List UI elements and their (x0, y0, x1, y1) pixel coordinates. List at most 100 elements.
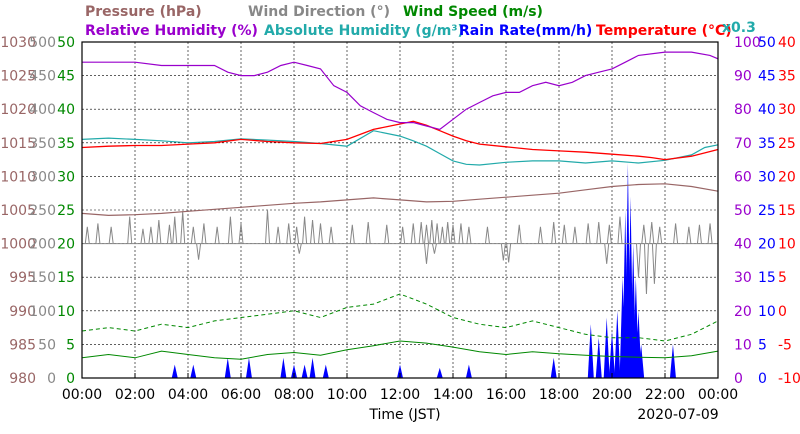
wind-direction-dip (500, 243, 506, 261)
date-label: 2020-07-09 (637, 407, 718, 423)
y-tick-rh: 10 (734, 337, 752, 353)
y-tick-rain: 30 (758, 169, 776, 185)
x-tick-label: 16:00 (486, 387, 526, 403)
rain-peak (280, 357, 287, 378)
wind-direction-spike (696, 224, 702, 244)
x-tick-label: 00:00 (698, 387, 738, 403)
y-tick-pressure: 1000 (0, 237, 36, 253)
legend-rain: Rain Rate(mm/h) (459, 23, 592, 39)
rain-peak (190, 364, 197, 378)
y-tick-temp: 20 (778, 169, 796, 185)
y-tick-temp: 15 (778, 203, 796, 219)
wind-direction-spike (302, 216, 308, 244)
y-tick-wind_dir: 450 (29, 69, 56, 85)
y-tick-pressure: 1030 (0, 35, 36, 51)
y-tick-wind_dir: 350 (29, 136, 56, 152)
x-tick-label: 06:00 (221, 387, 261, 403)
wind-direction-spike (707, 223, 713, 244)
y-tick-pressure: 1020 (0, 102, 36, 118)
wind-direction-spike (384, 224, 390, 244)
y-tick-wind_speed: 50 (57, 35, 75, 51)
wind-direction-spike (596, 222, 602, 244)
y-tick-rain: 35 (758, 136, 776, 152)
y-tick-wind_dir: 200 (29, 237, 56, 253)
rain-peak (171, 364, 178, 378)
wind-direction-spike (641, 224, 647, 244)
rain-peak (669, 344, 676, 378)
y-tick-pressure: 1005 (0, 203, 36, 219)
rain-peak (614, 310, 621, 378)
wind-direction-spike (551, 222, 557, 244)
y-tick-temp: 5 (778, 270, 787, 286)
wind-direction-spike (649, 222, 655, 244)
y-tick-pressure: 1015 (0, 136, 36, 152)
wind-direction-spike (673, 223, 679, 244)
wind-direction-spike (127, 216, 133, 244)
wind-direction-spike (275, 226, 281, 244)
wind-direction-spike (156, 220, 162, 244)
wind-direction-dip (636, 243, 641, 278)
x-tick-label: 18:00 (539, 387, 579, 403)
y-tick-pressure: 1010 (0, 169, 36, 185)
wind-direction-spike (294, 226, 300, 244)
wind-direction-spike (190, 226, 196, 244)
y-tick-rain: 15 (758, 270, 776, 286)
wind-direction-spike (172, 216, 178, 244)
y-tick-wind_speed: 25 (57, 203, 75, 219)
wind-direction-spike (140, 228, 146, 244)
y-tick-rain: 20 (758, 237, 776, 253)
wind-direction-spike (516, 224, 522, 244)
y-tick-temp: -5 (778, 337, 792, 353)
wind-direction-dip (431, 243, 437, 254)
wind-direction-spike (429, 220, 435, 244)
wind-direction-spike (458, 223, 464, 244)
x-tick-label: 00:00 (62, 387, 102, 403)
x-tick-label: 10:00 (327, 387, 367, 403)
y-tick-rain: 10 (758, 304, 776, 320)
wind-direction-spike (450, 224, 456, 244)
y-tick-rain: 40 (758, 102, 776, 118)
rain-peak (587, 324, 594, 378)
wind-direction-spike (238, 223, 244, 244)
rain-peak (595, 337, 602, 378)
x-tick-label: 12:00 (380, 387, 420, 403)
y-tick-rh: 40 (734, 237, 752, 253)
wind-direction-spike (265, 209, 270, 244)
y-tick-pressure: 1025 (0, 69, 36, 85)
legend-ah: Absolute Humidity (g/m³) (264, 23, 464, 39)
y-tick-rain: 25 (758, 203, 776, 219)
y-tick-rh: 70 (734, 136, 752, 152)
wind-direction-dip (296, 243, 302, 254)
wind-direction-spike (108, 226, 114, 244)
y-tick-temp: 0 (778, 304, 787, 320)
absolute-humidity-line (81, 130, 719, 166)
y-axes: 1030102510201015101010051000995990985980… (0, 35, 800, 387)
rain-peak (609, 331, 615, 378)
y-tick-temp: 35 (778, 69, 796, 85)
legend-temp: Temperature (°C) (596, 23, 732, 39)
y-tick-wind_speed: 20 (57, 237, 75, 253)
y-tick-wind_speed: 40 (57, 102, 75, 118)
y-tick-wind_speed: 45 (57, 69, 75, 85)
wind-direction-spike (365, 222, 371, 244)
y-tick-rh: 50 (734, 203, 752, 219)
x-tick-label: 04:00 (168, 387, 208, 403)
rain-peak (465, 364, 472, 378)
y-tick-rh: 100 (734, 35, 761, 51)
x-tick-label: 08:00 (274, 387, 314, 403)
rain-peak (301, 364, 308, 378)
y-tick-pressure: 990 (9, 304, 36, 320)
rain-peak (397, 364, 403, 378)
wind-direction-spike (349, 224, 355, 244)
legend-wind_dir: Wind Direction (°) (248, 4, 390, 20)
wind-direction-spike (434, 223, 440, 244)
ah-scale-note: x0.3 (722, 20, 756, 36)
wind-direction-spike (286, 223, 292, 244)
y-tick-temp: -10 (778, 371, 800, 387)
wind-direction-dip (643, 243, 649, 295)
wind-direction-spike (466, 226, 472, 244)
y-tick-temp: 40 (778, 35, 796, 51)
wind-direction-spike (400, 226, 406, 244)
legend-pressure: Pressure (hPa) (85, 4, 202, 20)
y-tick-rain: 5 (758, 337, 767, 353)
